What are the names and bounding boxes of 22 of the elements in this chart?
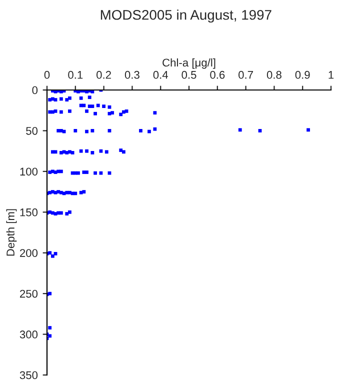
y-tick-label: 200 <box>20 249 38 257</box>
x-tick-label: 0 <box>44 70 50 79</box>
x-tick-label: 0.6 <box>210 70 225 79</box>
x-axis-title: Chl-a [μg/l] <box>162 58 216 69</box>
y-tick-label: 250 <box>20 290 38 298</box>
x-tick-label: 0.8 <box>266 70 282 79</box>
y-tick-label: 0 <box>32 86 38 94</box>
chart-title: MODS2005 in August, 1997 <box>100 10 272 23</box>
x-tick-label: 0.1 <box>68 70 83 79</box>
y-axis-title: Depth [m] <box>6 209 17 256</box>
y-tick-label: 100 <box>20 168 38 176</box>
x-tick-label: 0.7 <box>238 70 253 79</box>
x-tick-label: 0.4 <box>153 70 168 79</box>
y-tick-label: 150 <box>20 208 38 216</box>
x-tick-label: 0.9 <box>295 70 310 79</box>
y-tick-label: 50 <box>26 126 38 135</box>
x-tick-label: 0.2 <box>96 70 111 79</box>
y-tick-label: 350 <box>20 371 38 380</box>
x-tick-label: 1 <box>328 71 334 79</box>
x-tick-label: 0.3 <box>124 70 140 79</box>
x-tick-label: 0.5 <box>182 70 196 79</box>
y-tick-label: 300 <box>20 330 38 338</box>
